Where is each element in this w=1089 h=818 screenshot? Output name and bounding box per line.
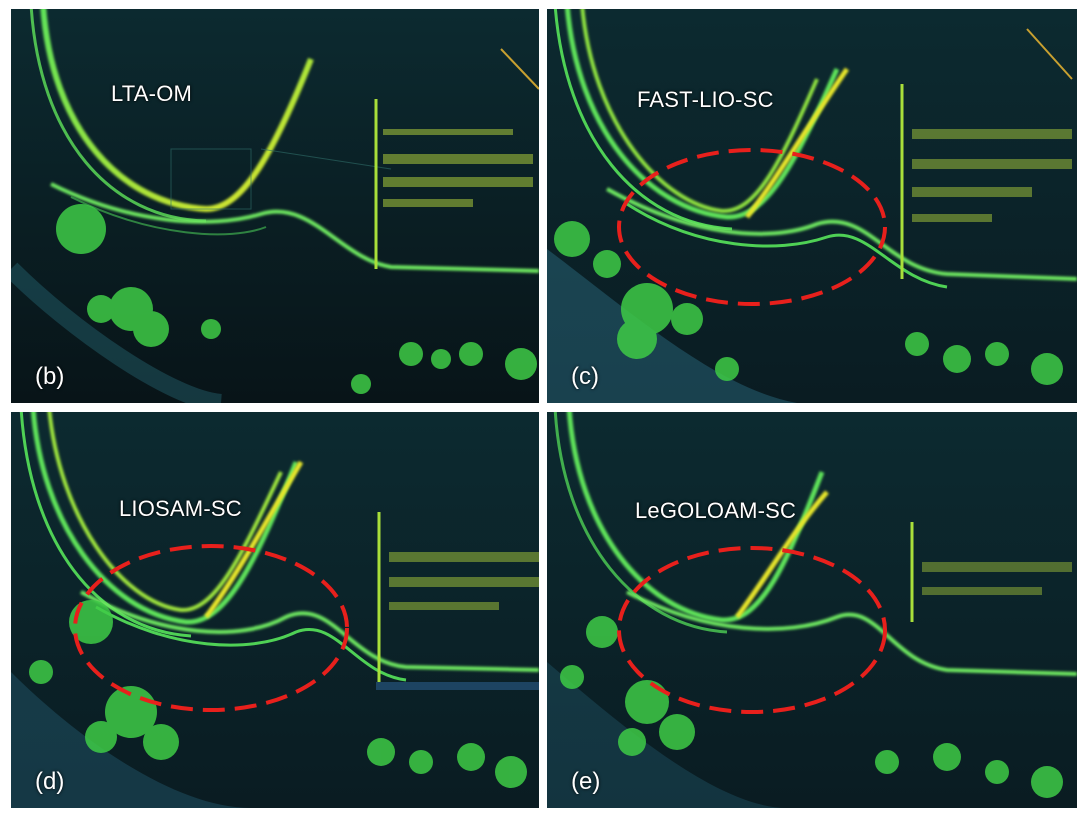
method-label: LTA-OM <box>111 81 193 106</box>
method-label: LeGOLOAM-SC <box>635 498 797 523</box>
point-cloud-map <box>11 412 539 808</box>
method-label: LIOSAM-SC <box>119 496 242 521</box>
method-label: FAST-LIO-SC <box>637 87 774 112</box>
panel-c: FAST-LIO-SC (c) <box>547 9 1077 403</box>
panel-id: (c) <box>571 363 599 390</box>
point-cloud-map <box>11 9 539 403</box>
point-cloud-map <box>547 412 1077 808</box>
panel-b: LTA-OM (b) <box>11 9 539 403</box>
panel-d: LIOSAM-SC (d) <box>11 412 539 808</box>
panel-e: LeGOLOAM-SC (e) <box>547 412 1077 808</box>
panel-id: (e) <box>571 768 601 795</box>
point-cloud-map <box>547 9 1077 403</box>
panel-id: (b) <box>35 363 65 390</box>
panel-id: (d) <box>35 768 65 795</box>
